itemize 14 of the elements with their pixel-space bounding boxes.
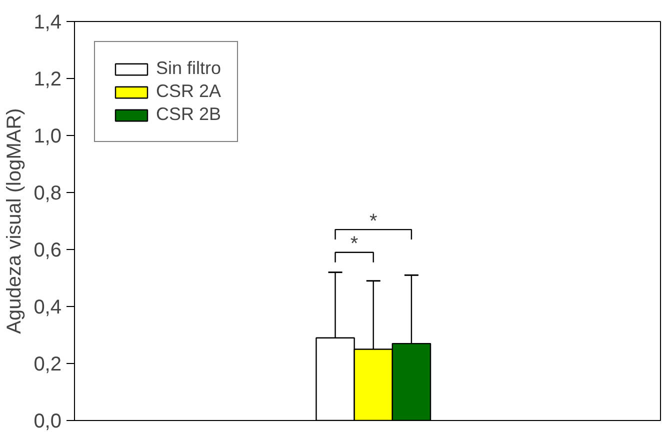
legend-label: CSR 2A [156,81,222,102]
legend-label: Sin filtro [156,58,222,79]
y-tick-label: 0,8 [34,182,62,204]
y-tick-label: 0,0 [34,410,62,432]
annotation: * [369,210,378,232]
y-tick-label: 0,6 [34,240,62,262]
legend-label: CSR 2B [156,104,222,125]
y-tick-label: 0,2 [34,354,62,376]
y-axis-title: Agudeza visual (logMAR) [4,108,26,334]
y-tick-label: 1,2 [34,68,62,90]
annotation: * [350,233,358,256]
y-tick-label: 0,4 [34,296,62,318]
y-tick-label: 1,4 [34,12,62,34]
y-tick-label: 1,0 [34,126,62,148]
